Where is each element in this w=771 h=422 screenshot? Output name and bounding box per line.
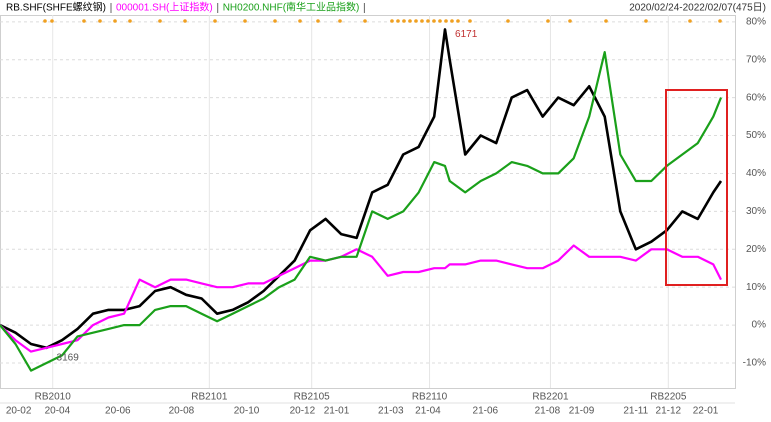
event-marker <box>444 19 448 23</box>
x-tick-label: 21-04 <box>415 406 441 417</box>
y-tick-label: 70% <box>746 54 766 65</box>
event-marker <box>644 19 648 23</box>
event-marker <box>113 19 117 23</box>
event-marker <box>338 19 342 23</box>
event-marker <box>688 19 692 23</box>
x-tick-label: 21-08 <box>535 406 561 417</box>
event-marker <box>604 19 608 23</box>
y-tick-label: 30% <box>746 206 766 217</box>
event-marker <box>363 19 367 23</box>
contract-label: RB2105 <box>294 392 331 403</box>
contract-label: RB2110 <box>412 392 448 403</box>
y-tick-label: 20% <box>746 244 766 255</box>
event-marker <box>408 19 412 23</box>
legend: RB.SHF(SHFE螺纹钢) 000001.SH(上证指数) NH0200.NHF… <box>6 1 365 14</box>
legend-entry: 000001.SH(上证指数) <box>116 1 213 14</box>
contract-label: RB2101 <box>191 392 228 403</box>
labels: 80% 70% 60% 50% 40% 30% 20% 10% 0% -10% 20-02 20-04… <box>6 16 766 416</box>
event-marker <box>402 19 406 23</box>
event-marker <box>568 19 572 23</box>
event-marker <box>546 19 550 23</box>
contract-label: RB2201 <box>532 392 569 403</box>
event-marker <box>183 19 187 23</box>
contract-label: RB2205 <box>650 392 687 403</box>
x-tick-label: 20-02 <box>6 406 32 417</box>
x-tick-label: 20-06 <box>105 406 131 417</box>
event-marker <box>243 19 247 23</box>
x-tick-label: 20-04 <box>45 406 71 417</box>
x-tick-label: 21-12 <box>656 406 682 417</box>
x-tick-label: 22-01 <box>693 406 719 417</box>
event-marker <box>128 19 132 23</box>
series-line <box>0 244 722 353</box>
y-tick-label: -10% <box>743 358 766 369</box>
x-tick-label: 21-11 <box>623 406 648 417</box>
x-tick-label: 21-09 <box>569 406 595 417</box>
y-tick-label: 60% <box>746 92 766 103</box>
x-tick-label: 20-08 <box>169 406 195 417</box>
x-tick-label: 20-12 <box>290 406 316 417</box>
event-marker <box>390 19 394 23</box>
x-tick-label: 21-01 <box>324 406 350 417</box>
x-tick-label: 21-06 <box>473 406 499 417</box>
legend-entry: RB.SHF(SHFE螺纹钢) <box>6 1 106 14</box>
highlight-box <box>665 89 728 286</box>
annotation: 6171 <box>455 29 478 40</box>
event-marker <box>98 19 102 23</box>
y-tick-label: 10% <box>746 282 766 293</box>
event-marker <box>718 19 722 23</box>
event-marker <box>273 19 277 23</box>
series-line <box>0 28 723 350</box>
plot-frame <box>0 15 736 389</box>
legend-entry: NH0200.NHF(南华工业品指数) <box>223 1 360 14</box>
event-marker <box>420 19 424 23</box>
event-marker <box>426 19 430 23</box>
event-marker <box>456 19 460 23</box>
event-marker <box>468 19 472 23</box>
lines <box>0 28 723 372</box>
event-marker <box>298 19 302 23</box>
series-line <box>0 50 723 372</box>
event-marker <box>158 19 162 23</box>
event-markers <box>43 19 722 23</box>
event-marker <box>316 19 320 23</box>
event-marker <box>506 19 510 23</box>
event-marker <box>432 19 436 23</box>
event-marker <box>50 19 54 23</box>
date-range: 2020/02/24-2022/02/07(475日) <box>629 3 766 14</box>
event-marker <box>82 19 86 23</box>
contract-label: RB2010 <box>35 392 72 403</box>
event-marker <box>43 19 47 23</box>
event-marker <box>438 19 442 23</box>
x-tick-label: 21-03 <box>378 406 404 417</box>
annotation: 3169 <box>57 352 80 363</box>
y-tick-label: 80% <box>746 16 766 27</box>
event-marker <box>450 19 454 23</box>
y-tick-label: 40% <box>746 168 766 179</box>
event-marker <box>396 19 400 23</box>
y-tick-label: 50% <box>746 130 766 141</box>
event-marker <box>414 19 418 23</box>
event-marker <box>213 19 217 23</box>
y-tick-label: 0% <box>752 320 767 331</box>
x-tick-label: 20-10 <box>234 406 260 417</box>
